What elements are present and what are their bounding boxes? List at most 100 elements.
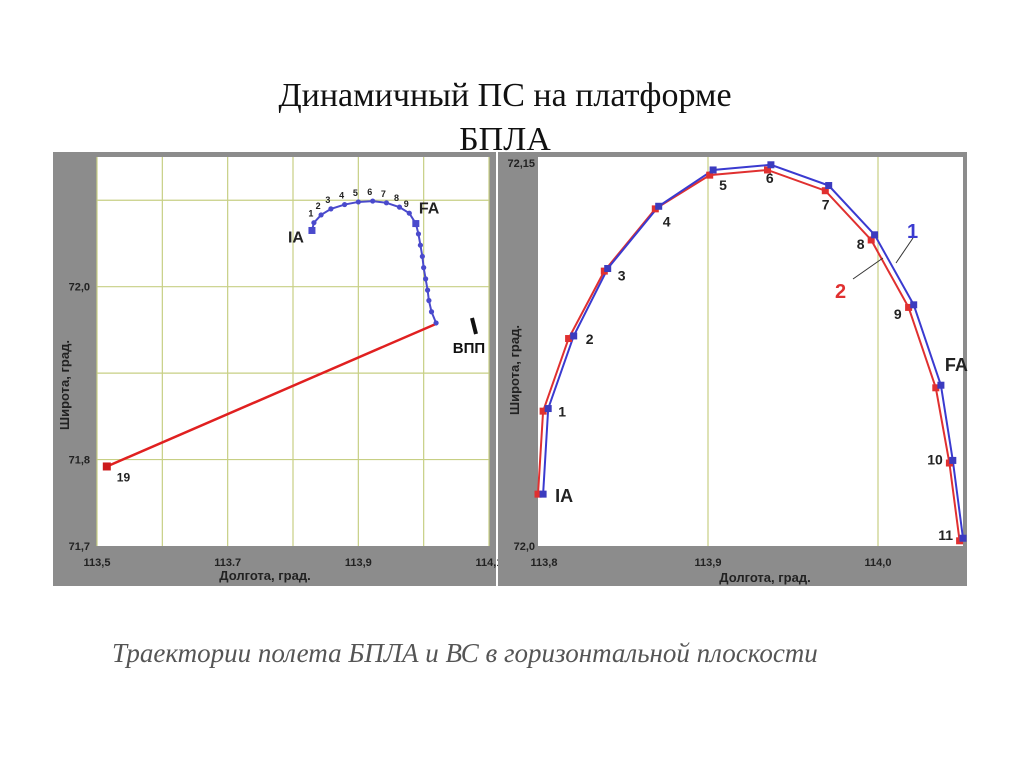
uav-track-point [355, 199, 361, 205]
chart-right-x-tick-label: 114,0 [865, 557, 892, 569]
track-2-point [539, 407, 547, 415]
uav-track-point [419, 253, 425, 260]
chart-left-x-axis-label: Долгота, град. [219, 568, 310, 583]
track-point-label: 2 [586, 331, 594, 347]
track-1-point [937, 381, 945, 389]
track-point-label: 6 [766, 170, 774, 186]
chart-right-x-axis-label: Долгота, град. [719, 570, 810, 585]
uav-track-point [423, 276, 429, 282]
chart-left-y-tick-label: 71,7 [69, 541, 90, 553]
figure-caption: Траектории полета БПЛА и ВС в горизонтал… [112, 638, 818, 668]
chart-left-labels: IA 123 4 5 6 7 89 FA 19 [117, 187, 440, 484]
track-1-point [959, 534, 967, 542]
track-point-label: IA [555, 486, 573, 506]
track-1-point [910, 301, 918, 309]
uav-track-point [370, 198, 376, 204]
track-1-point [539, 490, 547, 498]
uav-point-label: 8 [394, 193, 399, 203]
track-1-point [709, 166, 717, 174]
series-1-leader-line [895, 237, 914, 264]
track-point-label: 11 [938, 527, 953, 543]
uav-track-point [308, 226, 316, 234]
uav-point-label: 6 [367, 187, 372, 197]
uav-point-label: 1 [308, 209, 313, 219]
track-2-point [706, 171, 714, 179]
chart-left-y-tick-label: 71,8 [69, 455, 90, 467]
chart-right-plot-area [538, 157, 963, 546]
uav-track-point [428, 309, 435, 315]
chart-left-x-tick-label: 113,9 [345, 557, 372, 569]
uav-point-label: 9 [404, 199, 409, 209]
track-1-point [544, 405, 552, 413]
uav-track-point [311, 220, 317, 226]
track-2-point [565, 335, 573, 343]
track-2-point [905, 303, 913, 311]
track-1-point [949, 456, 957, 464]
track-1-point [825, 182, 833, 190]
series-2-label: 2 [835, 281, 846, 303]
uav-point-label: 7 [381, 189, 386, 199]
track-point-label: 8 [857, 236, 865, 252]
uav-track-point [383, 200, 390, 206]
uav-point-label: 3 [325, 195, 330, 205]
slide-title: Динамичный ПС на платформе БПЛА [0, 74, 1010, 162]
chart-left-grid [96, 157, 490, 546]
track-2-point [932, 384, 940, 392]
track-point-label: 3 [618, 268, 626, 284]
chart-right-legend: 12 [835, 221, 918, 303]
track-2-point [534, 490, 542, 498]
uav-track-point [412, 220, 420, 228]
uav-track-point [415, 231, 422, 237]
chart-left-x-ticks: 113,5 113.7 113,9 114,1 [84, 557, 503, 569]
chart-right-y-tick-label: 72,0 [514, 541, 535, 553]
track-point-label: 4 [663, 213, 671, 229]
chart-left-x-tick-label: 114,1 [476, 557, 503, 569]
aircraft-track-line [106, 322, 437, 468]
chart-left: 71,7 71,8 72,0 113,5 113.7 113,9 114,1 Долгот… [53, 152, 502, 586]
uav-point-label: FA [419, 201, 440, 218]
chart-left-x-tick-label: 113.7 [214, 557, 241, 569]
chart-right-marks [534, 161, 967, 545]
chart-right: 72,0 72,15 113,8 113,9 114,0 Долгота, град.… [498, 152, 968, 586]
runway-label: ВПП [453, 340, 485, 357]
uav-track-point [417, 242, 423, 248]
track-point-label: 5 [719, 177, 727, 193]
chart-left-x-tick-label: 113,5 [84, 557, 111, 569]
chart-left-marks [102, 198, 439, 471]
aircraft-point-label: 19 [117, 470, 131, 484]
track-point-label: 10 [927, 451, 943, 467]
chart-right-y-tick-label: 72,15 [507, 158, 535, 170]
track-2-point [867, 236, 875, 244]
uav-point-label: 4 [339, 191, 344, 201]
chart-right-x-tick-label: 113,9 [695, 557, 722, 569]
chart-right-x-tick-label: 113,8 [531, 557, 558, 569]
uav-track-point [424, 287, 431, 293]
track-2-point [764, 166, 771, 174]
track-1-point [767, 161, 775, 169]
track-1-point [604, 265, 612, 273]
track-1-point [871, 231, 879, 239]
chart-right-y-ticks: 72,0 72,15 [507, 158, 535, 553]
chart-left-y-tick-label: 72,0 [69, 282, 90, 294]
chart-right-y-axis-label: Широта, град. [507, 325, 522, 415]
track-point-label: 9 [894, 306, 902, 322]
uav-track-point [421, 265, 427, 271]
uav-point-label: IA [288, 229, 304, 246]
uav-track-point [318, 212, 324, 218]
aircraft-track-point [102, 462, 111, 471]
series-2-leader-line [852, 257, 884, 280]
uav-track-point [426, 297, 432, 304]
chart-left-y-axis-label: Широта, град. [57, 340, 72, 430]
track-1-point [570, 332, 578, 340]
chart-right-x-ticks: 113,8 113,9 114,0 [531, 557, 892, 569]
track-1-point [655, 202, 663, 210]
uav-track-point [342, 201, 348, 208]
uav-track-point [406, 210, 412, 216]
chart-right-grid [707, 157, 879, 546]
uav-track-point [433, 320, 439, 326]
uav-track-point [328, 206, 334, 212]
uav-point-label: 5 [353, 188, 358, 198]
chart-left-y-ticks: 71,7 71,8 72,0 [69, 282, 90, 553]
